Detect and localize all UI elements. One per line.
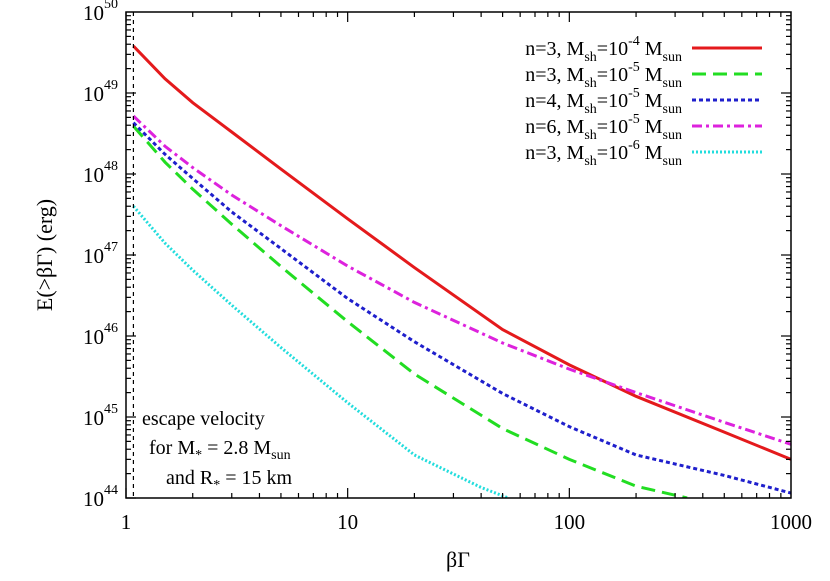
y-tick-label: 1044 <box>83 483 118 511</box>
series-line-4 <box>132 114 791 446</box>
y-tick-label: 1050 <box>83 0 118 25</box>
escape-velocity-annotation: escape velocity for M* = 2.8 Msun and R*… <box>142 408 292 493</box>
legend-label: n=4, Msh=10-5 Msun <box>525 86 682 117</box>
y-tick-label: 1046 <box>83 321 118 349</box>
legend-label: n=6, Msh=10-5 Msun <box>525 112 682 143</box>
series-line-5 <box>132 205 509 498</box>
legend-entry-1: n=3, Msh=10-4 Msun <box>525 34 762 65</box>
x-axis-title: βΓ <box>446 547 470 572</box>
axis-ticks <box>125 12 791 499</box>
x-tick-label: 10 <box>337 510 358 534</box>
y-tick-label: 1048 <box>83 159 118 187</box>
y-tick-label: 1045 <box>83 402 118 430</box>
y-tick-labels: 1044 1045 1046 1047 1048 1049 1050 <box>83 0 118 511</box>
legend-entry-4: n=6, Msh=10-5 Msun <box>525 112 762 143</box>
annotation-line-2: for M* = 2.8 Msun <box>149 437 291 463</box>
legend-entry-3: n=4, Msh=10-5 Msun <box>525 86 762 117</box>
annotation-line-3: and R* = 15 km <box>166 467 292 493</box>
series-line-2 <box>132 125 688 498</box>
legend-label: n=3, Msh=10-6 Msun <box>525 138 682 169</box>
y-axis-title: E(>βΓ) (erg) <box>32 199 57 311</box>
x-tick-label: 1000 <box>770 510 812 534</box>
legend-entry-5: n=3, Msh=10-6 Msun <box>525 138 762 169</box>
legend-label: n=3, Msh=10-5 Msun <box>525 60 682 91</box>
x-tick-label: 1 <box>121 510 132 534</box>
series-line-3 <box>132 121 791 495</box>
y-tick-label: 1049 <box>83 78 118 106</box>
legend-entry-2: n=3, Msh=10-5 Msun <box>525 60 762 91</box>
annotation-line-1: escape velocity <box>142 408 265 430</box>
series-line-1 <box>132 44 791 461</box>
y-tick-label: 1047 <box>83 240 118 268</box>
curves-layer <box>132 44 791 498</box>
x-tick-label: 100 <box>554 510 586 534</box>
x-tick-labels: 1 10 100 1000 <box>121 510 812 534</box>
legend-label: n=3, Msh=10-4 Msun <box>525 34 682 65</box>
